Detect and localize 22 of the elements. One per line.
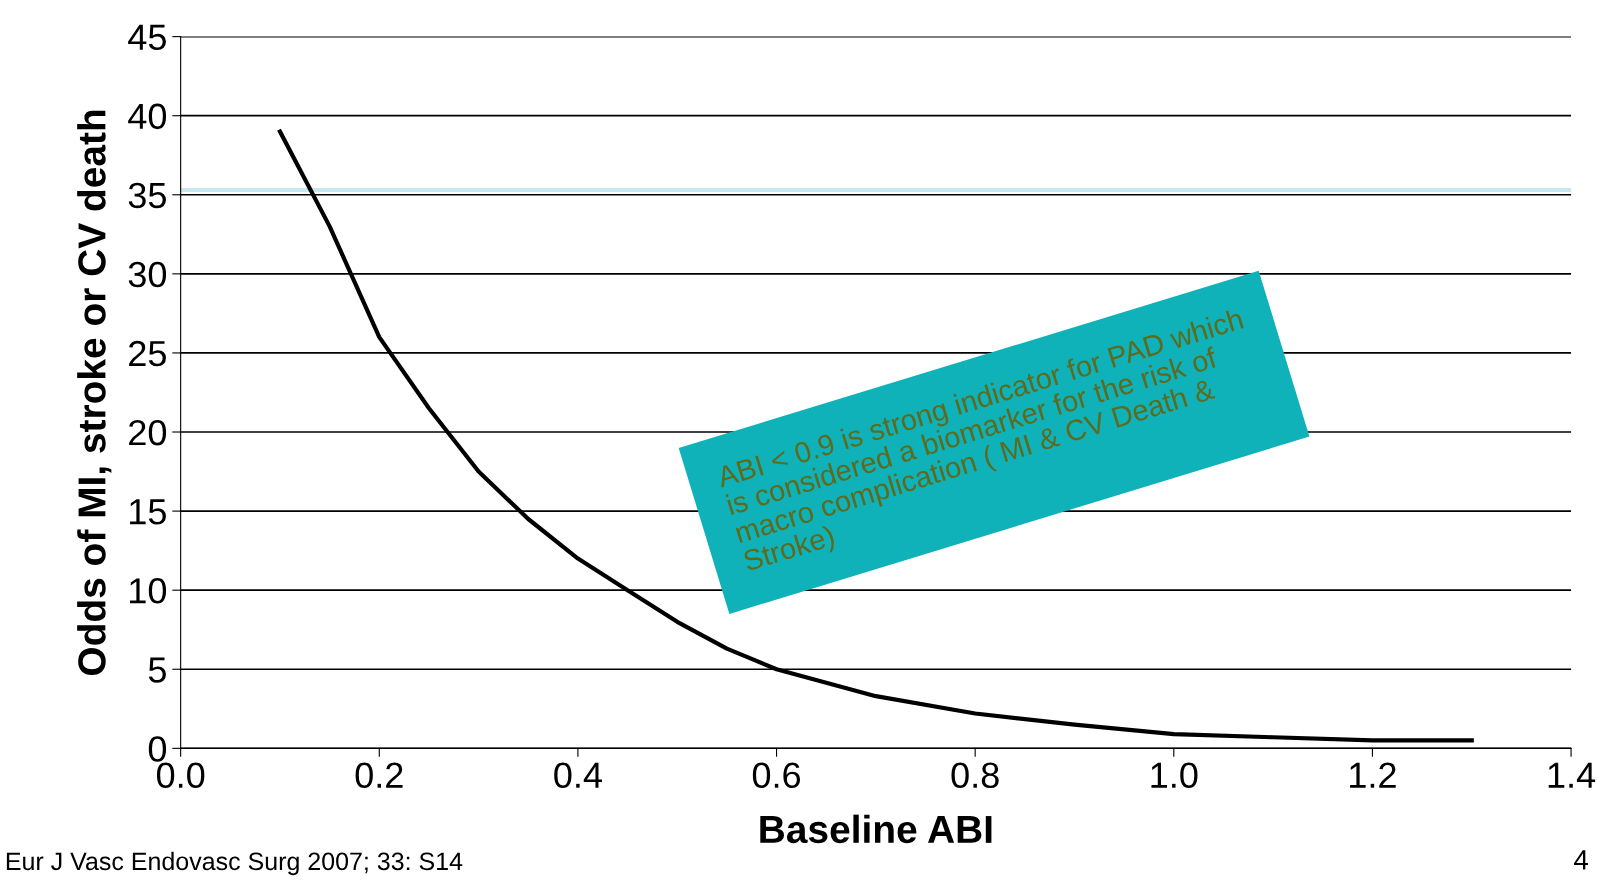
x-tick-label: 1.0: [1151, 762, 1198, 789]
y-tick-label: 45: [128, 24, 166, 51]
y-tick-label: 35: [128, 182, 166, 209]
x-tick-label: 0.8: [951, 762, 999, 789]
y-tick-label: 5: [148, 657, 166, 683]
y-axis-title: Odds of MI, stroke or CV death: [77, 110, 112, 675]
y-tick-label: 10: [130, 578, 167, 604]
y-tick-label: 0: [148, 736, 167, 762]
text: 4: [1574, 850, 1588, 870]
x-tick-label: 0.6: [752, 762, 801, 789]
y-tick-label: 25: [129, 340, 166, 367]
y-tick-label: 15: [130, 499, 166, 525]
y-tick-label: 40: [128, 103, 167, 130]
x-tick-label: 0.2: [355, 762, 403, 789]
x-tick-label: 0.0: [156, 762, 205, 789]
y-tick-label: 30: [128, 261, 167, 288]
text: Eur J Vasc Endovasc Surg 2007; 33: S14: [6, 851, 463, 876]
y-tick-label: 20: [129, 419, 167, 446]
x-tick-label: 1.4: [1548, 762, 1596, 788]
x-tick-label: 1.2: [1350, 762, 1396, 788]
x-axis-title: Baseline ABI: [760, 814, 992, 844]
x-tick-label: 0.4: [554, 762, 602, 789]
